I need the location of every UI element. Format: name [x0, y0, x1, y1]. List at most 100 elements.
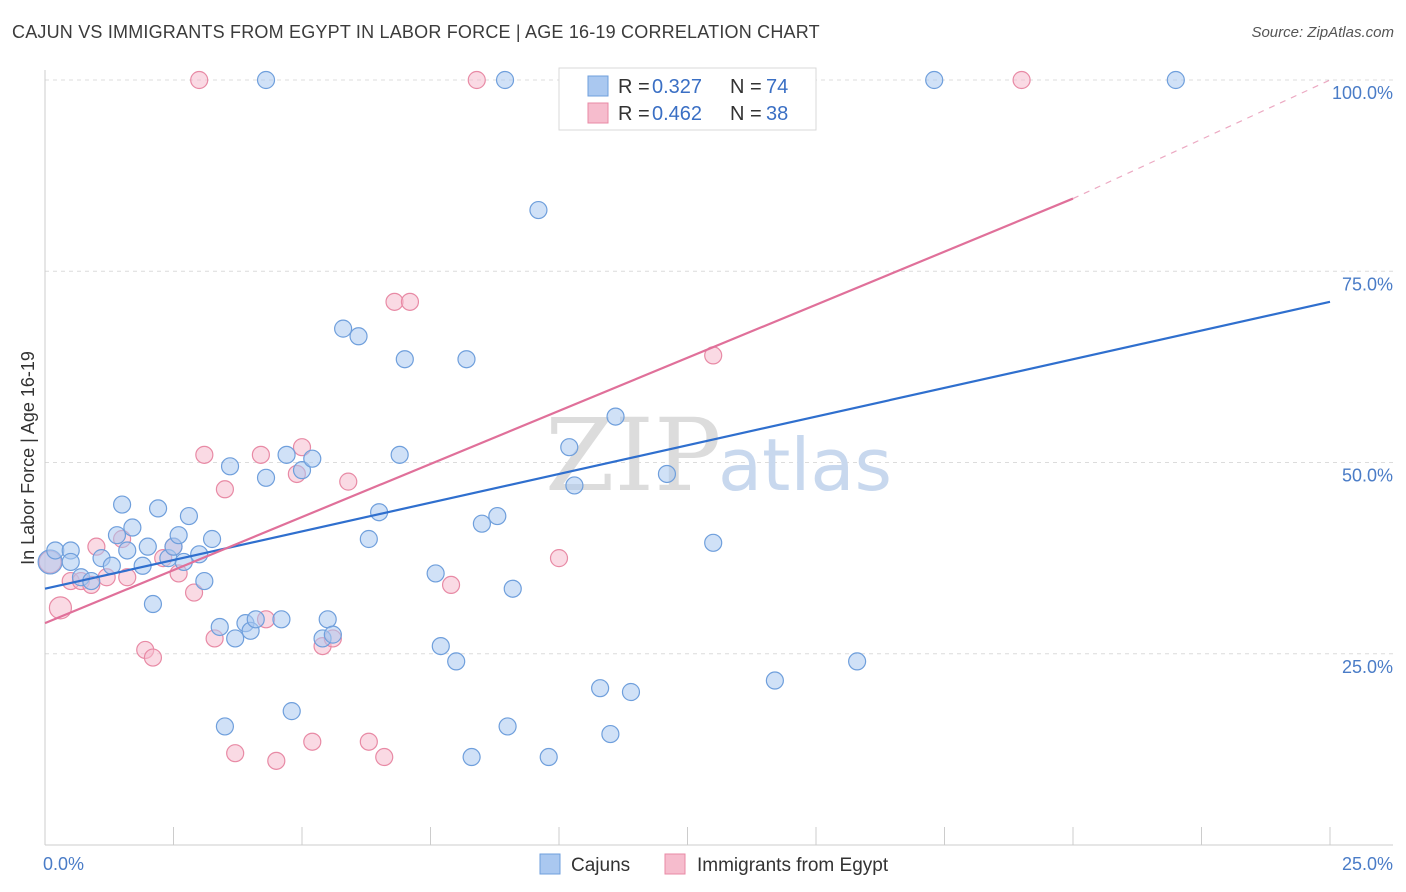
cajun-point — [704, 533, 723, 552]
egypt-point — [385, 292, 404, 311]
cajun-point — [318, 610, 337, 629]
cajun-point — [462, 747, 481, 767]
cajun-point — [272, 610, 291, 629]
legend-n-value-cajuns: 74 — [766, 76, 788, 98]
bottom-legend-swatch-egypt — [664, 853, 686, 875]
cajun-point — [82, 571, 101, 591]
egypt-point — [118, 568, 137, 587]
axes — [44, 70, 1393, 846]
egypt-point — [375, 747, 394, 767]
legend-n-label-egypt: N = — [730, 103, 762, 125]
egypt-point — [48, 596, 73, 620]
cajun-point — [277, 445, 296, 464]
cajun-point — [426, 564, 445, 583]
series-legend: Cajuns Immigrants from Egypt — [539, 853, 889, 876]
y-tick-label: 100.0% — [1332, 83, 1393, 103]
egypt-point — [292, 438, 312, 457]
cajun-point — [565, 476, 584, 495]
legend-r-label-cajuns: R = — [618, 76, 650, 98]
legend-r-value-egypt: 0.462 — [652, 103, 702, 125]
cajun-point — [282, 702, 301, 721]
bottom-legend-cajuns: Cajuns — [571, 855, 630, 876]
egypt-point — [339, 472, 358, 491]
egypt-point — [267, 751, 286, 770]
egypt-point — [184, 583, 204, 602]
egypt-trend-extension — [1072, 79, 1331, 200]
cajun-point — [138, 537, 157, 556]
legend-swatch-egypt — [587, 102, 609, 124]
cajun-point — [431, 636, 450, 656]
cajun-trend-line — [44, 300, 1331, 590]
egypt-point — [190, 70, 209, 90]
gridlines — [45, 79, 1393, 655]
legend-swatch-cajuns — [587, 75, 609, 97]
cajun-point — [591, 679, 610, 698]
cajun-point — [457, 350, 476, 369]
cajun-point — [488, 506, 507, 526]
cajun-point — [503, 579, 522, 598]
egypt-point — [1012, 70, 1031, 90]
bottom-legend-egypt: Immigrants from Egypt — [697, 855, 889, 876]
y-tick-label: 75.0% — [1342, 274, 1393, 294]
cajun-point — [202, 529, 222, 549]
x-tick-labels: 0.0% 25.0% — [43, 854, 1393, 874]
cajun-point — [390, 445, 409, 464]
cajun-point — [246, 610, 265, 629]
cajun-point — [560, 438, 579, 457]
cajun-point — [118, 541, 137, 560]
cajun-point — [292, 461, 312, 480]
stats-legend: R = 0.327 N = 74 R = 0.462 N = 38 — [558, 67, 817, 131]
cajun-point — [395, 350, 414, 369]
cajun-point — [447, 652, 466, 671]
cajun-point — [765, 671, 784, 690]
legend-r-value-cajuns: 0.327 — [652, 76, 702, 98]
x-tick-label: 0.0% — [43, 854, 84, 874]
cajun-point — [621, 682, 641, 702]
cajun-point — [195, 571, 214, 591]
cajun-point — [143, 594, 163, 614]
legend-n-label-cajuns: N = — [730, 76, 762, 98]
cajun-point — [303, 449, 322, 468]
cajun-point — [349, 327, 368, 346]
egypt-point — [467, 70, 486, 90]
legend-r-label-egypt: R = — [618, 103, 650, 125]
egypt-point — [359, 732, 378, 751]
legend-n-value-egypt: 38 — [766, 103, 788, 125]
cajun-point — [107, 526, 127, 545]
egypt-point — [226, 744, 245, 763]
cajun-point — [1166, 70, 1185, 90]
cajun-point — [220, 457, 240, 476]
y-tick-label: 50.0% — [1342, 466, 1393, 486]
cajun-point — [472, 514, 491, 533]
cajun-point — [256, 70, 276, 90]
y-axis-label: In Labor Force | Age 16-19 — [18, 351, 38, 565]
egypt-point — [143, 648, 163, 667]
cajun-point — [61, 552, 80, 572]
cajun-point — [848, 652, 867, 671]
cajun-point — [539, 747, 558, 767]
cajun-point — [323, 625, 342, 644]
cajun-point — [498, 717, 517, 736]
egypt-point — [251, 445, 270, 464]
cajun-point — [123, 518, 142, 537]
cajun-point — [112, 495, 132, 514]
source-label: Source: ZipAtlas.com — [1251, 24, 1394, 41]
cajun-point — [215, 717, 234, 736]
cajun-point — [657, 464, 677, 484]
x-tick-label: 25.0% — [1342, 854, 1393, 874]
egypt-point — [303, 732, 322, 751]
bottom-legend-swatch-cajuns — [539, 853, 561, 875]
egypt-point — [215, 480, 234, 499]
watermark-atlas: atlas — [718, 423, 892, 507]
egypt-point — [549, 549, 569, 568]
cajun-point — [529, 200, 548, 220]
cajun-point — [601, 724, 620, 744]
cajun-point — [169, 526, 188, 545]
egypt-trend-line — [44, 197, 1074, 625]
egypt-point — [441, 575, 461, 595]
cajun-points — [37, 70, 1185, 767]
watermark: ZIP atlas — [545, 397, 892, 514]
chart-title: CAJUN VS IMMIGRANTS FROM EGYPT IN LABOR … — [12, 22, 820, 42]
cajun-point — [925, 70, 944, 90]
